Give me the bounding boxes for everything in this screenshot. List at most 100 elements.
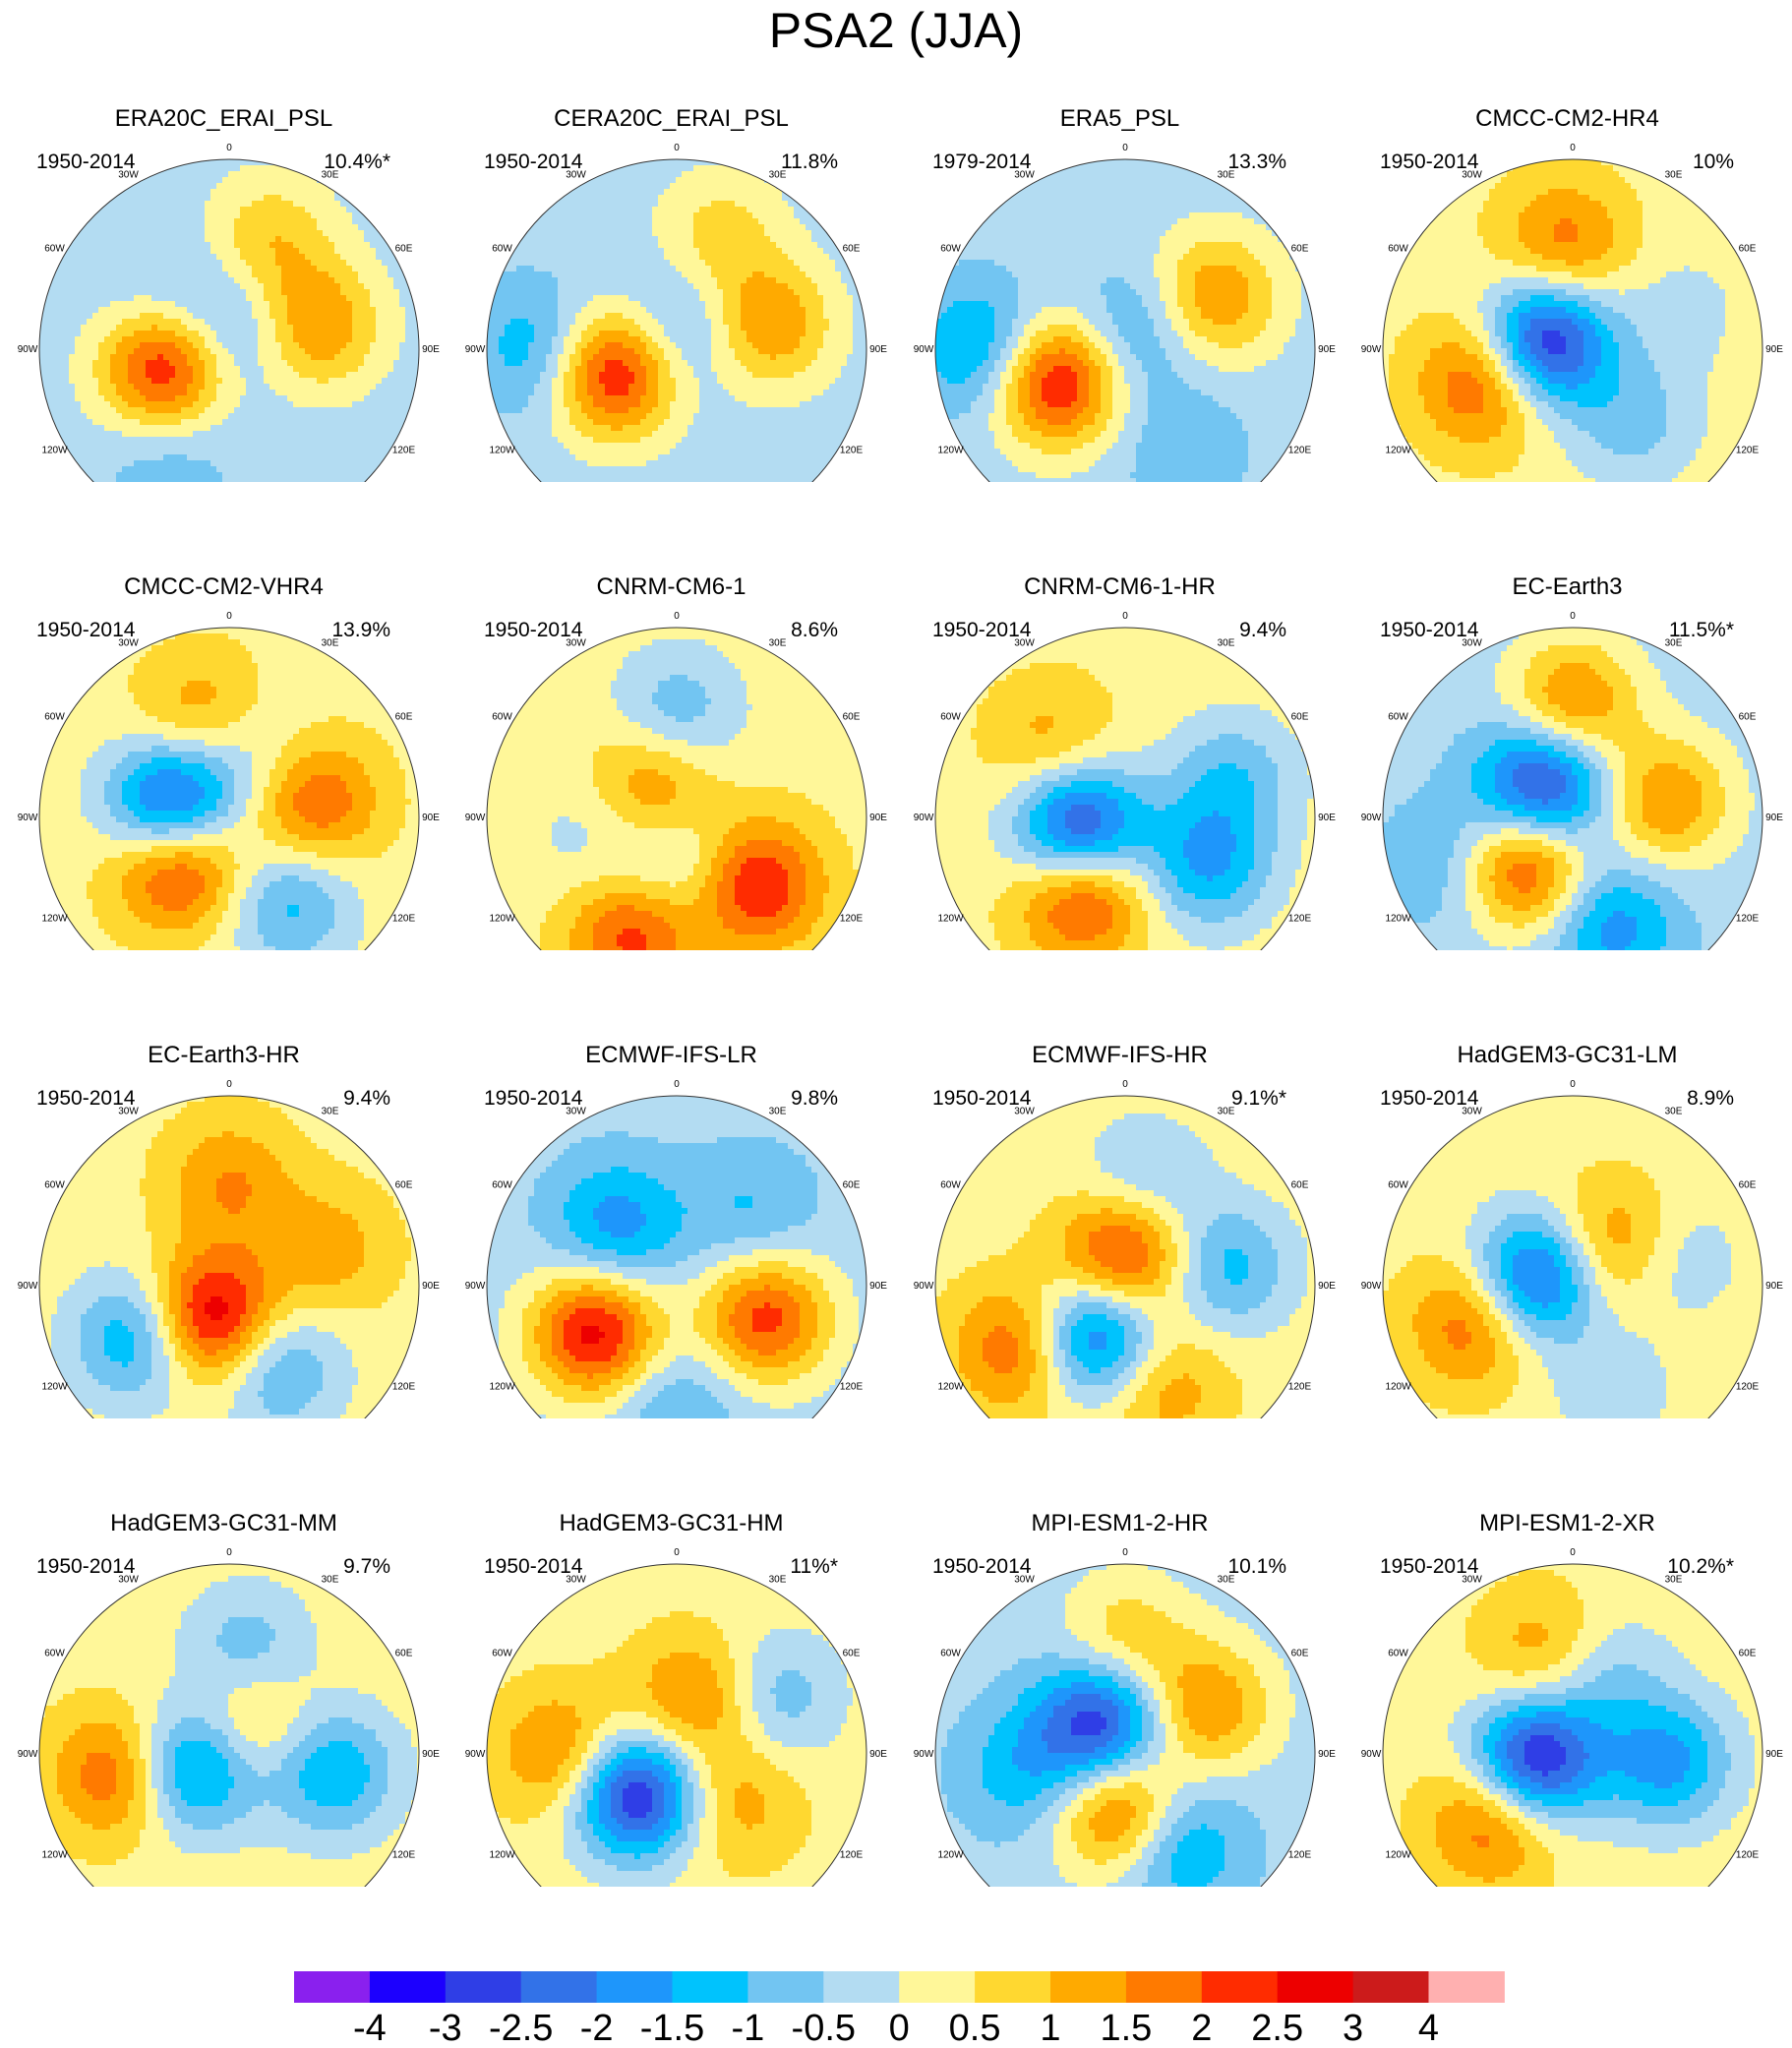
- colorbar-label: 3: [1343, 2008, 1363, 2048]
- polar-map: 030E60E90E120E150E180150W120W90W60W30W: [18, 611, 440, 950]
- map-panel: 030E60E90E120E150E180150W120W90W60W30WEC…: [448, 951, 895, 1418]
- panel-variance: 11.5%*: [1669, 619, 1734, 642]
- map-panel: 030E60E90E120E150E180150W120W90W60W30WCM…: [0, 483, 448, 950]
- longitude-label: 120W: [1385, 914, 1411, 925]
- longitude-label: 30W: [1014, 1575, 1035, 1586]
- longitude-label: 120E: [1736, 914, 1760, 925]
- longitude-label: 90E: [1765, 344, 1783, 355]
- panel-period: 1950-2014: [484, 151, 582, 174]
- longitude-label: 90W: [465, 1749, 486, 1760]
- colorbar-swatch: [294, 1971, 371, 2003]
- longitude-label: 60W: [1388, 1180, 1408, 1191]
- longitude-label: 120E: [840, 1850, 864, 1861]
- longitude-label: 90E: [1765, 1749, 1783, 1760]
- panel-period: 1979-2014: [932, 151, 1031, 174]
- longitude-label: 30E: [322, 1107, 339, 1117]
- map-panel: 030E60E90E120E150E180150W120W90W60W30WEC…: [1344, 483, 1791, 950]
- longitude-label: 120E: [1288, 1850, 1312, 1861]
- contour-field: [487, 1096, 866, 1418]
- longitude-label: 120E: [840, 1382, 864, 1393]
- colorbar-label: 2: [1191, 2008, 1212, 2048]
- longitude-label: 90E: [869, 1281, 887, 1292]
- panel-variance: 10.4%*: [324, 151, 390, 174]
- polar-map: 030E60E90E120E150E180150W120W90W60W30W: [465, 611, 887, 950]
- longitude-label: 120E: [1736, 446, 1760, 456]
- colorbar-swatch: [1125, 1971, 1203, 2003]
- panel-variance: 8.6%: [791, 619, 838, 642]
- contour-field: [39, 1096, 419, 1418]
- longitude-label: 90E: [1318, 813, 1336, 823]
- longitude-label: 60W: [940, 1649, 961, 1659]
- panel-variance: 9.1%*: [1231, 1087, 1286, 1111]
- panel-period: 1950-2014: [36, 1555, 135, 1579]
- longitude-label: 30E: [769, 1575, 787, 1586]
- polar-map: 030E60E90E120E150E180150W120W90W60W30W: [1361, 143, 1783, 482]
- longitude-label: 60W: [1388, 712, 1408, 723]
- longitude-label: 120E: [840, 446, 864, 456]
- longitude-label: 30W: [1014, 170, 1035, 181]
- longitude-label: 30W: [566, 1107, 586, 1117]
- longitude-label: 0: [1570, 1079, 1576, 1090]
- longitude-label: 120W: [937, 914, 964, 925]
- colorbar-swatch: [823, 1971, 900, 2003]
- longitude-label: 90W: [18, 1281, 38, 1292]
- polar-map: 030E60E90E120E150E180150W120W90W60W30W: [914, 611, 1336, 950]
- map-panel: 030E60E90E120E150E180150W120W90W60W30WMP…: [896, 1419, 1344, 1887]
- longitude-label: 60E: [1291, 1649, 1309, 1659]
- colorbar-swatch: [369, 1971, 447, 2003]
- longitude-label: 120E: [840, 914, 864, 925]
- panel-variance: 8.9%: [1687, 1087, 1734, 1111]
- polar-map: 030E60E90E120E150E180150W120W90W60W30W: [18, 1079, 440, 1418]
- longitude-label: 60W: [940, 1180, 961, 1191]
- longitude-label: 90E: [422, 1749, 440, 1760]
- map-panel: 030E60E90E120E150E180150W120W90W60W30WCM…: [1344, 15, 1791, 482]
- longitude-label: 60W: [492, 1649, 512, 1659]
- panel-variance: 13.9%: [331, 619, 390, 642]
- longitude-label: 90W: [914, 1749, 934, 1760]
- contour-field: [1383, 628, 1762, 950]
- panel-period: 1950-2014: [1380, 619, 1478, 642]
- longitude-label: 120E: [392, 446, 416, 456]
- longitude-label: 60E: [1291, 1180, 1309, 1191]
- colorbar-swatch: [1050, 1971, 1127, 2003]
- longitude-label: 30E: [1665, 170, 1683, 181]
- longitude-label: 90E: [422, 813, 440, 823]
- longitude-label: 60E: [843, 1649, 861, 1659]
- panel-variance: 9.8%: [791, 1087, 838, 1111]
- colorbar-swatch: [1201, 1971, 1279, 2003]
- panel-variance: 11.8%: [781, 151, 838, 174]
- figure-title: PSA2 (JJA): [0, 0, 1792, 61]
- panel-title: MPI-ESM1-2-XR: [1344, 1510, 1791, 1537]
- colorbar-label: 0: [889, 2008, 910, 2048]
- longitude-label: 30W: [1014, 1107, 1035, 1117]
- panel-title: ERA20C_ERAI_PSL: [0, 105, 448, 133]
- panel-period: 1950-2014: [1380, 1555, 1478, 1579]
- longitude-label: 60E: [395, 244, 413, 255]
- longitude-label: 120W: [489, 1850, 515, 1861]
- polar-map: 030E60E90E120E150E180150W120W90W60W30W: [465, 1079, 887, 1418]
- longitude-label: 90W: [914, 813, 934, 823]
- colorbar-label: -2.5: [489, 2008, 553, 2048]
- longitude-label: 60W: [1388, 244, 1408, 255]
- longitude-label: 60E: [395, 1180, 413, 1191]
- panel-period: 1950-2014: [484, 619, 582, 642]
- longitude-label: 120E: [1288, 1382, 1312, 1393]
- panel-variance: 9.7%: [343, 1555, 390, 1579]
- longitude-label: 120W: [41, 446, 68, 456]
- panel-title: ECMWF-IFS-LR: [448, 1042, 895, 1069]
- longitude-label: 30E: [1218, 638, 1235, 649]
- longitude-label: 30E: [1665, 638, 1683, 649]
- panel-period: 1950-2014: [1380, 151, 1478, 174]
- colorbar-label: -1.5: [640, 2008, 704, 2048]
- longitude-label: 30W: [1462, 638, 1482, 649]
- longitude-label: 120E: [1736, 1382, 1760, 1393]
- panel-title: CNRM-CM6-1: [448, 573, 895, 601]
- longitude-label: 60E: [1739, 712, 1757, 723]
- colorbar-label: -1: [732, 2008, 765, 2048]
- longitude-label: 0: [1122, 1547, 1128, 1558]
- longitude-label: 90E: [1765, 1281, 1783, 1292]
- longitude-label: 90W: [1361, 344, 1382, 355]
- panel-period: 1950-2014: [484, 1555, 582, 1579]
- panel-title: ECMWF-IFS-HR: [896, 1042, 1344, 1069]
- colorbar-swatch: [1428, 1971, 1505, 2003]
